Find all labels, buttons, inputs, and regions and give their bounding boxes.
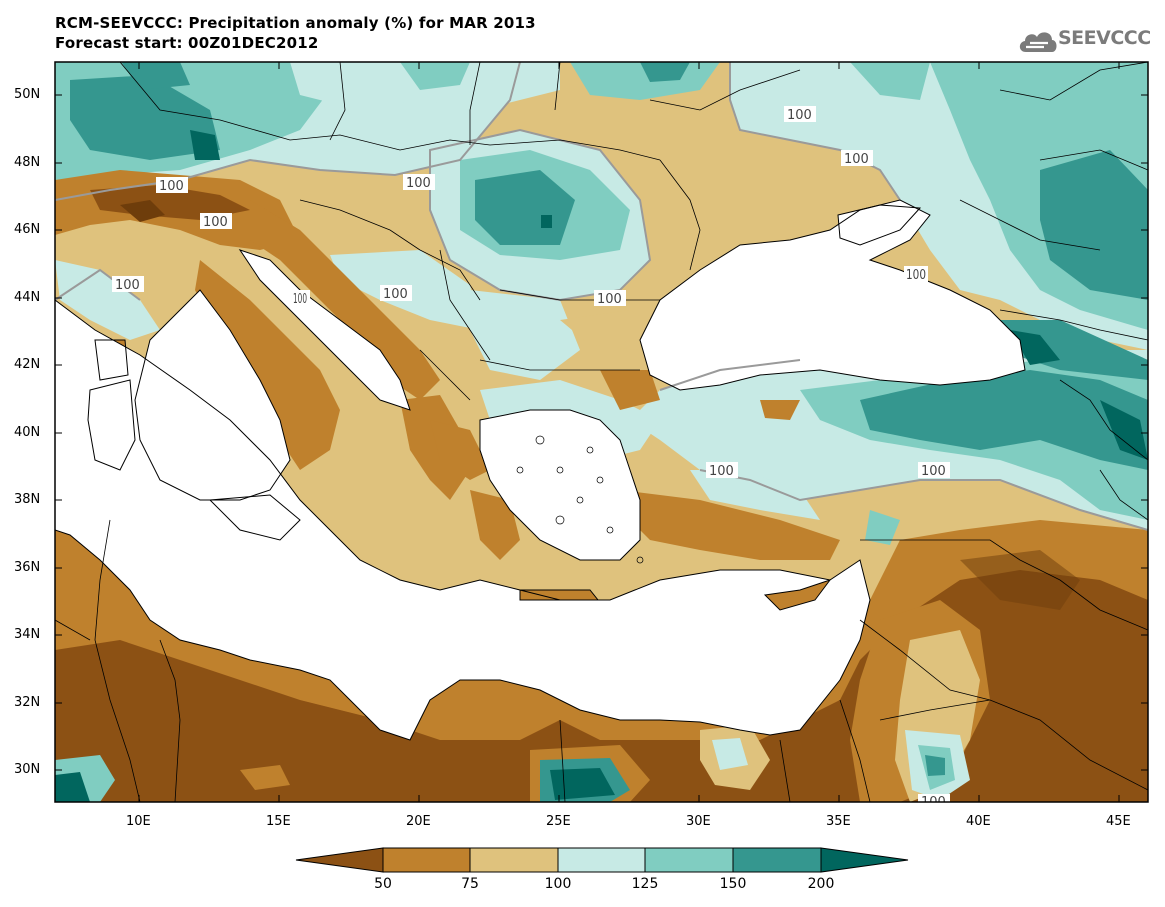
forecast-start: Forecast start: 00Z01DEC2012 — [55, 34, 319, 52]
logo-text: SEEVCCC — [1058, 27, 1151, 49]
colorbar-above-200 — [820, 847, 909, 873]
colorbar-50-75 — [382, 847, 471, 873]
lat-label: 50N — [14, 87, 41, 102]
adriatic-sea — [240, 250, 410, 410]
contour-label: 100 — [383, 287, 408, 302]
lon-label: 30E — [686, 814, 711, 829]
contour-label: 100 — [597, 292, 622, 307]
lat-label: 42N — [14, 357, 41, 372]
tyrrhenian-sea — [135, 290, 290, 500]
lon-label: 40E — [966, 814, 991, 829]
lon-label: 45E — [1106, 814, 1131, 829]
colorbar-label: 75 — [461, 876, 479, 892]
field-150-200-nw — [70, 75, 220, 160]
colorbar-label: 125 — [631, 876, 659, 892]
contour-label: 100 — [203, 215, 228, 230]
colorbar-label: 50 — [374, 876, 392, 892]
aegean-sea — [480, 410, 640, 560]
lat-label: 48N — [14, 155, 41, 170]
lat-label: 30N — [14, 762, 41, 777]
lat-label: 36N — [14, 560, 41, 575]
lon-label: 15E — [266, 814, 291, 829]
contour-label: 100 — [844, 152, 869, 167]
contour-label: 100 — [406, 176, 431, 191]
colorbar-label: 200 — [807, 876, 835, 892]
colorbar-label: 100 — [544, 876, 572, 892]
contour-label: 100 — [709, 464, 734, 479]
colorbar-below-50 — [295, 847, 384, 873]
map-frame — [54, 61, 1149, 803]
colorbar-75-100 — [469, 847, 559, 873]
lat-label: 40N — [14, 425, 41, 440]
lon-label: 20E — [406, 814, 431, 829]
contour-label: 100 — [787, 108, 812, 123]
colorbar-label: 150 — [719, 876, 747, 892]
lat-label: 32N — [14, 695, 41, 710]
lat-label: 46N — [14, 222, 41, 237]
colorbar-100-125 — [557, 847, 646, 873]
lon-label: 35E — [826, 814, 851, 829]
lon-label: 25E — [546, 814, 571, 829]
lon-label: 10E — [126, 814, 151, 829]
colorbar-150-200 — [732, 847, 822, 873]
contour-label: 100 — [921, 464, 946, 479]
lat-label: 44N — [14, 290, 41, 305]
colorbar-125-150 — [644, 847, 734, 873]
contour-label: 100 — [159, 179, 184, 194]
contour-label: 100 — [906, 268, 926, 283]
contour-label: 100 — [921, 795, 946, 810]
lat-label: 38N — [14, 492, 41, 507]
contour-label: 100 — [115, 278, 140, 293]
cloud-icon — [1019, 32, 1057, 52]
contour-label: 100 — [293, 292, 307, 307]
mediterranean-sea — [55, 300, 870, 740]
lat-label: 34N — [14, 627, 41, 642]
colorbar — [295, 847, 909, 873]
map-title: RCM-SEEVCCC: Precipitation anomaly (%) f… — [55, 14, 536, 32]
